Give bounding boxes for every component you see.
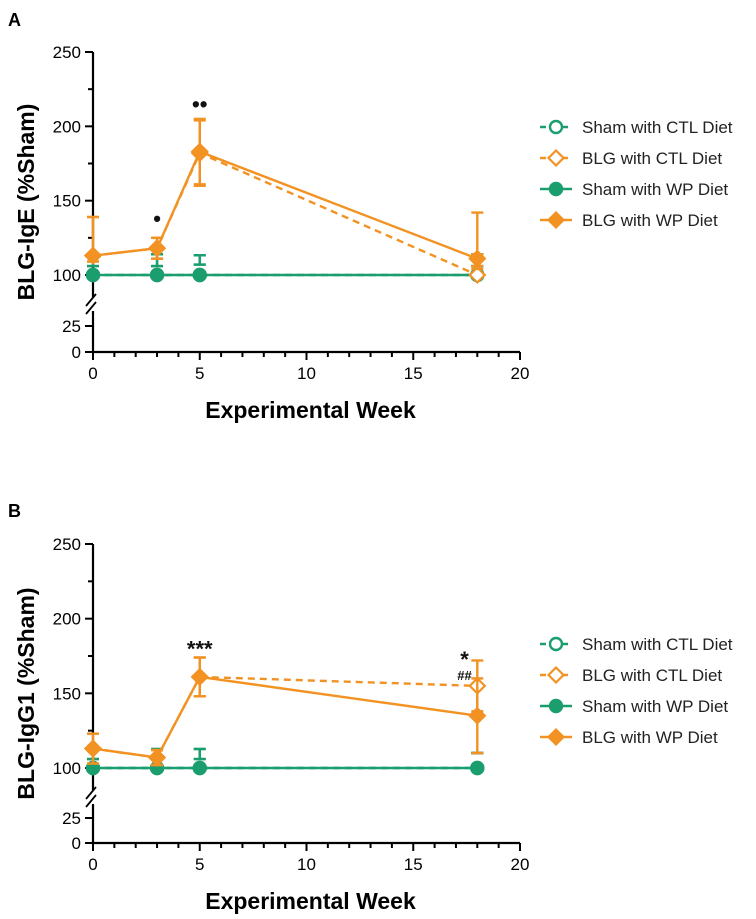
- significance-annotation: *: [460, 647, 469, 672]
- panel-letter: A: [8, 10, 21, 30]
- x-tick-label: 10: [297, 364, 316, 383]
- y-axis-title: BLG-IgG1 (%Sham): [13, 587, 39, 799]
- series-line: [92, 150, 478, 260]
- data-point: [83, 739, 103, 758]
- series-line: [92, 675, 478, 759]
- significance-annotation: ••: [192, 92, 207, 117]
- y-tick-label: 200: [53, 117, 81, 136]
- data-point: [190, 142, 209, 161]
- legend-label: Sham with WP Diet: [582, 697, 728, 716]
- data-point: [85, 267, 101, 283]
- y-tick-label: 100: [53, 266, 81, 285]
- x-tick-label: 20: [511, 364, 530, 383]
- legend-marker: [548, 636, 564, 652]
- data-point: [468, 706, 487, 725]
- data-point: [192, 760, 207, 776]
- y-tick-label: 200: [53, 610, 81, 629]
- legend-marker: [546, 665, 566, 685]
- legend-marker: [546, 210, 566, 230]
- series-sham-with-wp-diet: [85, 747, 485, 776]
- legend-label: BLG with CTL Diet: [582, 666, 722, 685]
- axis-break-mark: [85, 293, 97, 307]
- axis-break-mark: [85, 301, 97, 315]
- legend-label: Sham with CTL Diet: [582, 118, 733, 137]
- series-blg-with-wp-diet: [83, 117, 487, 270]
- x-tick-label: 5: [195, 855, 204, 874]
- y-tick-label: 150: [53, 192, 81, 211]
- x-tick-label: 0: [88, 364, 97, 383]
- legend-label: BLG with CTL Diet: [582, 149, 722, 168]
- x-tick-label: 5: [195, 364, 204, 383]
- legend: Sham with CTL Diet BLG with CTL Diet Sham …: [540, 118, 733, 230]
- legend-marker: [548, 698, 564, 714]
- x-tick-label: 0: [88, 855, 97, 874]
- axis-break-mark: [85, 794, 97, 808]
- x-tick-label: 20: [511, 855, 530, 874]
- axis-break-mark: [85, 786, 97, 800]
- legend-marker: [548, 181, 564, 197]
- y-tick-label: 25: [62, 317, 81, 336]
- series-blg-with-ctl-diet: [83, 656, 487, 767]
- legend-label: BLG with WP Diet: [582, 728, 718, 747]
- data-point: [147, 239, 167, 258]
- panel-letter: B: [8, 501, 21, 521]
- y-tick-label: 250: [53, 43, 81, 62]
- x-tick-label: 10: [297, 855, 316, 874]
- y-tick-label: 150: [53, 684, 81, 703]
- y-tick-label: 250: [53, 535, 81, 554]
- series-blg-with-ctl-diet: [83, 119, 487, 285]
- series-blg-with-wp-diet: [83, 656, 487, 767]
- x-tick-label: 15: [404, 855, 423, 874]
- legend-marker: [548, 119, 564, 135]
- significance-annotation: •: [153, 206, 161, 231]
- y-tick-label: 100: [53, 759, 81, 778]
- data-point: [192, 267, 207, 283]
- data-point: [190, 667, 209, 686]
- x-axis-title: Experimental Week: [205, 888, 416, 914]
- y-tick-label: 0: [72, 834, 81, 853]
- y-tick-label: 0: [72, 343, 81, 362]
- y-tick-label: 25: [62, 809, 81, 828]
- legend-label: BLG with WP Diet: [582, 211, 718, 230]
- data-point: [468, 265, 487, 285]
- data-point: [149, 267, 165, 283]
- legend-label: Sham with CTL Diet: [582, 635, 733, 654]
- x-tick-label: 15: [404, 364, 423, 383]
- data-point: [83, 246, 103, 265]
- legend-marker: [546, 148, 566, 168]
- significance-annotation: ***: [187, 637, 213, 662]
- significance-annotation: ##: [457, 668, 472, 683]
- series-sham-with-ctl-diet: [85, 253, 485, 283]
- data-point: [147, 748, 167, 767]
- x-axis-title: Experimental Week: [205, 397, 416, 423]
- legend-marker: [546, 727, 566, 747]
- legend: Sham with CTL Diet BLG with CTL Diet Sham …: [540, 635, 733, 747]
- series-sham-with-ctl-diet: [85, 747, 485, 776]
- data-point: [468, 249, 487, 268]
- legend-label: Sham with WP Diet: [582, 180, 728, 199]
- data-point: [470, 760, 485, 776]
- series-sham-with-wp-diet: [85, 253, 485, 283]
- y-axis-title: BLG-IgE (%Sham): [13, 104, 39, 301]
- series-line: [92, 151, 478, 277]
